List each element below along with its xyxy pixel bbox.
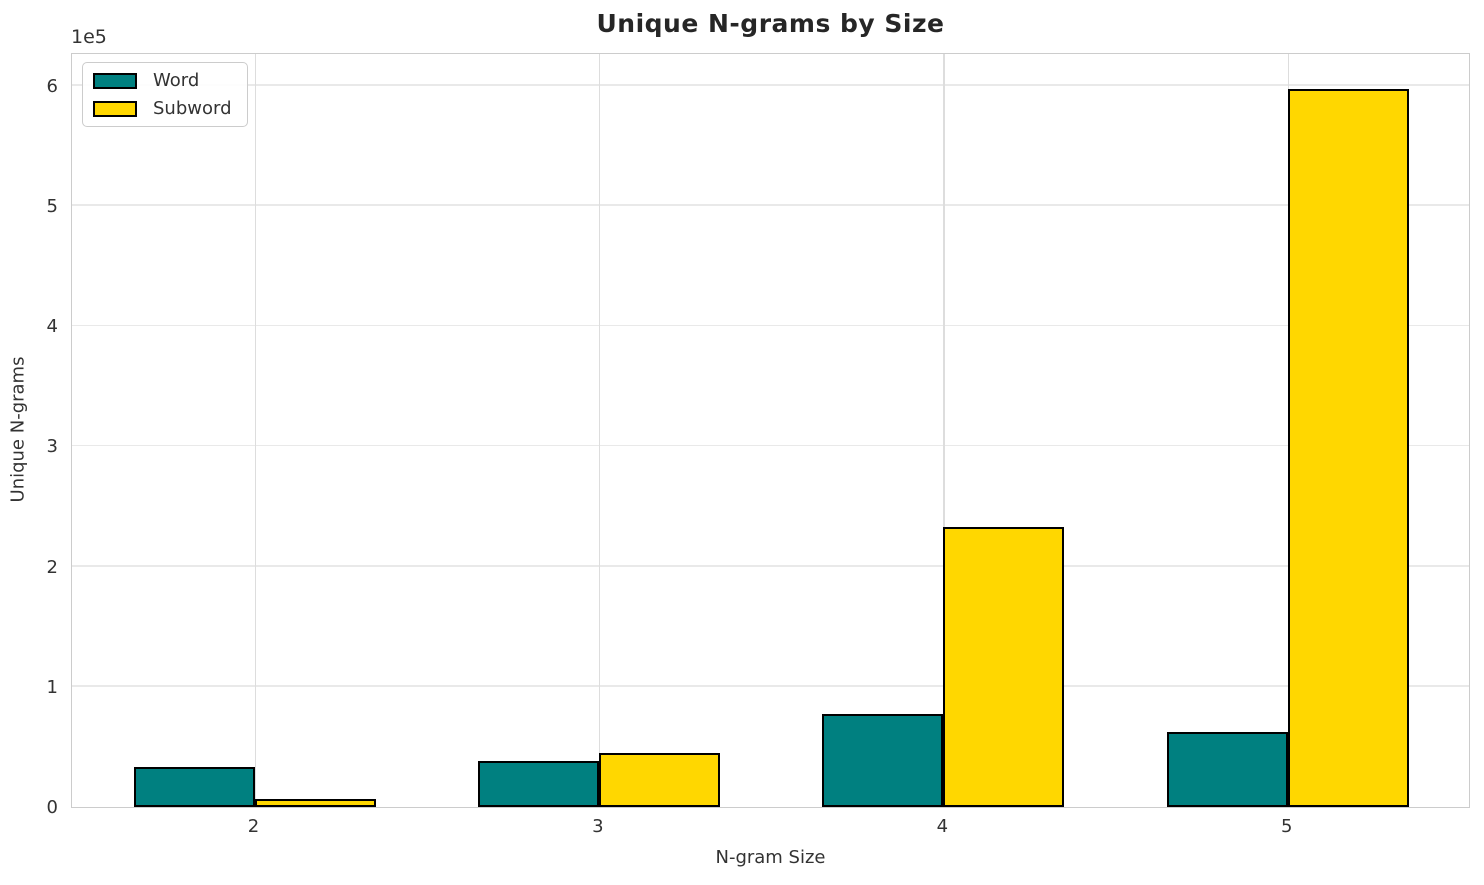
word-series-swatch: [93, 72, 137, 89]
y-tick-label-3: 3: [46, 436, 58, 458]
subword-bar-ngram-2: [254, 798, 376, 807]
legend: Word Subword: [82, 62, 248, 127]
subword-bar-ngram-5: [1287, 89, 1409, 807]
x-tick-label-3: 3: [592, 816, 604, 837]
legend-item-word: Word: [93, 70, 237, 91]
y-tick-label-4: 4: [46, 316, 58, 338]
y-tick-label-2: 2: [46, 556, 58, 578]
gridline-x-3: [598, 54, 601, 807]
word-bar-ngram-2: [133, 767, 255, 807]
x-tick-label-2: 2: [247, 816, 260, 837]
subword-series-swatch: [93, 100, 137, 117]
word-bar-ngram-4: [822, 714, 944, 807]
gridline-y-3: [72, 444, 1469, 447]
gridline-y-5: [72, 204, 1469, 206]
x-tick-label-5: 5: [1280, 816, 1293, 837]
y-tick-label-1: 1: [46, 676, 58, 698]
gridline-y-4: [72, 324, 1469, 327]
plot-area: [71, 53, 1470, 808]
legend-item-subword: Subword: [93, 98, 237, 119]
subword-bar-ngram-4: [943, 526, 1065, 807]
word-bar-ngram-5: [1166, 732, 1288, 807]
y-tick-label-6: 6: [46, 75, 58, 97]
gridline-y-1: [72, 685, 1469, 687]
y-tick-label-5: 5: [46, 195, 58, 217]
x-axis-label: N-gram Size: [715, 847, 826, 868]
word-bar-ngram-3: [477, 761, 599, 807]
gridline-x-2: [254, 54, 256, 807]
gridline-x-4: [943, 54, 945, 807]
y-axis-offset-text: 1e5: [71, 26, 107, 48]
gridline-y-6: [72, 84, 1469, 86]
subword-bar-ngram-3: [598, 752, 720, 807]
legend-label-word: Word: [153, 70, 200, 91]
chart-title: Unique N-grams by Size: [596, 9, 945, 38]
legend-label-subword: Subword: [153, 98, 232, 119]
gridline-y-2: [72, 565, 1469, 567]
x-tick-label-4: 4: [936, 816, 949, 837]
y-tick-label-0: 0: [46, 797, 58, 818]
